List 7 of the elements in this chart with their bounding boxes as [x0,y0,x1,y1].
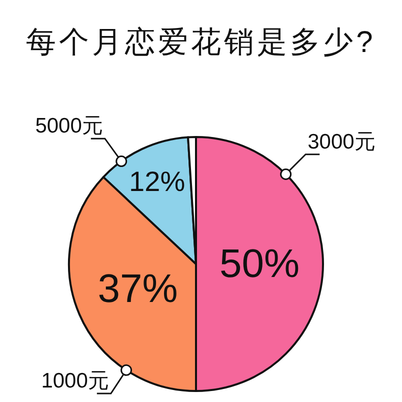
legend-label: 1000元 [41,370,109,393]
data-label: 12% [129,166,186,197]
slice-label: 3000元 [308,130,376,154]
slice-label: 5000元 [35,114,103,138]
data-label: 37% [98,267,178,312]
data-label: 50% [219,242,300,286]
chart-title: 每个月恋爱花销是多少? [26,26,376,59]
